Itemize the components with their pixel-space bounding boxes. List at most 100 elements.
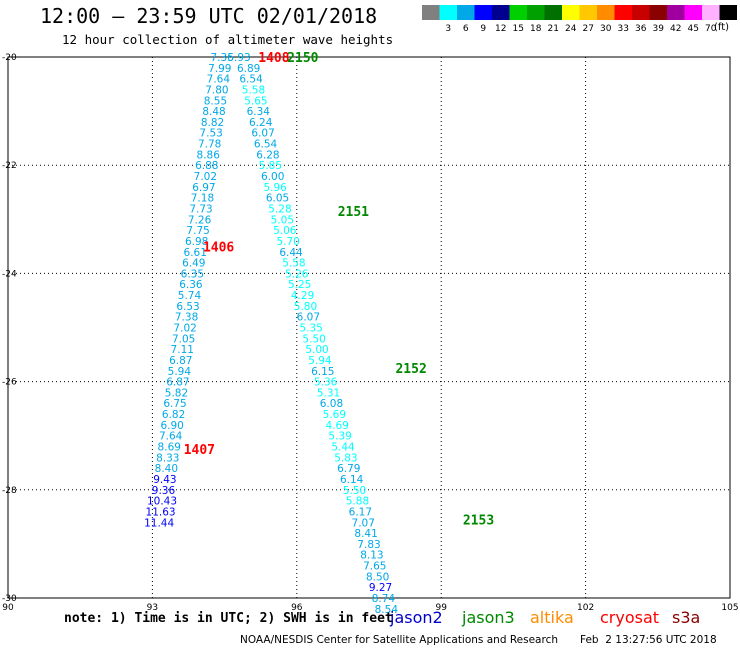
wave-height-value: 8.13 — [360, 550, 383, 562]
chart-subtitle: 12 hour collection of altimeter wave hei… — [62, 32, 394, 47]
wave-height-value: 7.99 — [208, 63, 231, 75]
satellite-altika: altika — [530, 608, 574, 627]
legend-bin-label: 42 — [670, 24, 681, 34]
x-tick-label: 90 — [2, 603, 14, 613]
wave-height-value: 5.00 — [305, 344, 328, 356]
wave-height-value: 7.02 — [194, 171, 217, 183]
wave-height-value: 8.74 — [372, 593, 396, 605]
wave-height-value: 6.05 — [266, 193, 289, 205]
wave-height-value: 6.88 — [195, 160, 218, 172]
wave-height-value: 6.53 — [176, 301, 199, 313]
legend-bin-label: 9 — [480, 24, 486, 34]
legend-color-swatch — [509, 5, 527, 20]
legend-color-swatch — [632, 5, 650, 20]
wave-height-value: 6.49 — [182, 258, 205, 270]
wave-height-value: 6.07 — [297, 312, 320, 324]
wave-height-value: 7.26 — [188, 214, 212, 226]
wave-height-value: 5.58 — [242, 84, 265, 96]
legend-bin-label: 45 — [688, 24, 699, 34]
wave-height-value: 11.44 — [144, 517, 174, 529]
legend-color-swatch — [719, 5, 737, 20]
track-id-label: 1408 — [258, 51, 289, 66]
legend-color-swatch — [702, 5, 720, 20]
footer-note: note: 1) Time is in UTC; 2) SWH is in fe… — [64, 611, 393, 626]
wave-height-value: 6.61 — [184, 247, 207, 259]
wave-height-value: 5.65 — [244, 95, 267, 107]
wave-height-value: 8.69 — [158, 442, 181, 454]
wave-height-value: 6.97 — [192, 182, 215, 194]
wave-height-value: 8.55 — [204, 95, 227, 107]
wave-height-value: 4.29 — [291, 290, 314, 302]
legend-color-swatch — [439, 5, 457, 20]
track-id-label: 2150 — [287, 51, 318, 66]
footer-timestamp: Feb 2 13:27:56 UTC 2018 — [580, 634, 717, 646]
wave-height-value: 6.98 — [185, 236, 208, 248]
legend-color-swatch — [579, 5, 597, 20]
y-tick-label: -20 — [2, 53, 17, 63]
wave-height-value: 5.26 — [285, 268, 309, 280]
legend-bin-label: 36 — [635, 24, 647, 34]
legend-unit-label: (ft) — [714, 22, 730, 33]
track-id-label: 2152 — [395, 362, 426, 377]
legend-color-swatch — [422, 5, 440, 20]
plot-frame — [7, 56, 731, 599]
legend-bin-label: 39 — [653, 24, 665, 34]
wave-height-value: 6.54 — [254, 139, 278, 151]
wave-height-value: 6.34 — [247, 106, 271, 118]
legend-bin-label: 21 — [548, 24, 559, 34]
wave-height-value: 7.11 — [171, 344, 194, 356]
wave-height-value: 8.50 — [366, 571, 389, 583]
wave-height-value: 7.78 — [198, 139, 221, 151]
wave-height-value: 7.64 — [159, 431, 183, 443]
wave-height-value: 9.36 — [152, 485, 176, 497]
wave-height-value: 5.50 — [302, 333, 325, 345]
wave-height-value: 6.36 — [179, 279, 203, 291]
wave-height-value: 8.33 — [156, 452, 179, 464]
wave-height-value: 5.88 — [346, 496, 369, 508]
legend-bin-label: 18 — [530, 24, 542, 34]
legend-color-swatch — [562, 5, 580, 20]
wave-height-value: 4.69 — [326, 420, 349, 432]
track-id-label: 2153 — [463, 514, 494, 529]
wave-height-value: 6.79 — [337, 463, 360, 475]
wave-height-value: 6.44 — [279, 247, 303, 259]
wave-height-value: 6.82 — [162, 409, 185, 421]
wave-height-value: 5.93 — [227, 52, 250, 64]
satellite-jason2: jason2 — [390, 608, 443, 627]
wave-height-value: 6.54 — [239, 74, 263, 86]
y-tick-label: -26 — [2, 378, 17, 388]
wave-height-value: 11.63 — [146, 506, 176, 518]
legend-color-swatch — [474, 5, 492, 20]
wave-height-value: 8.48 — [202, 106, 225, 118]
wave-height-value: 5.74 — [178, 290, 202, 302]
wave-height-value: 5.82 — [165, 387, 188, 399]
legend-color-swatch — [597, 5, 615, 20]
y-tick-label: -28 — [2, 486, 17, 496]
x-tick-label: 96 — [291, 603, 303, 613]
wave-height-value: 7.36 — [210, 52, 234, 64]
x-tick-label: 93 — [147, 603, 158, 613]
wave-height-value: 5.35 — [300, 323, 323, 335]
wave-height-value: 7.18 — [191, 193, 214, 205]
legend-color-swatch — [457, 5, 475, 20]
wave-height-value: 5.83 — [334, 452, 357, 464]
legend-color-swatch — [684, 5, 702, 20]
wave-height-value: 7.64 — [207, 74, 231, 86]
chart-title: 12:00 — 23:59 UTC 02/01/2018 — [40, 4, 378, 28]
wave-height-value: 9.27 — [369, 582, 392, 594]
wave-height-value: 7.73 — [189, 203, 212, 215]
wave-height-value: 5.94 — [308, 355, 332, 367]
wave-height-value: 5.44 — [331, 442, 355, 454]
legend-color-swatch — [667, 5, 685, 20]
wave-height-value: 6.00 — [261, 171, 284, 183]
legend-bin-label: 24 — [565, 24, 577, 34]
wave-height-value: 5.28 — [268, 203, 291, 215]
legend-bin-label: 27 — [583, 24, 594, 34]
x-tick-label: 99 — [435, 603, 447, 613]
wave-height-value: 7.02 — [173, 323, 196, 335]
x-tick-label: 102 — [577, 603, 594, 613]
legend-bin-label: 30 — [600, 24, 612, 34]
wave-height-value: 6.87 — [169, 355, 192, 367]
wave-height-value: 8.86 — [197, 149, 221, 161]
satellite-jason3: jason3 — [462, 608, 515, 627]
